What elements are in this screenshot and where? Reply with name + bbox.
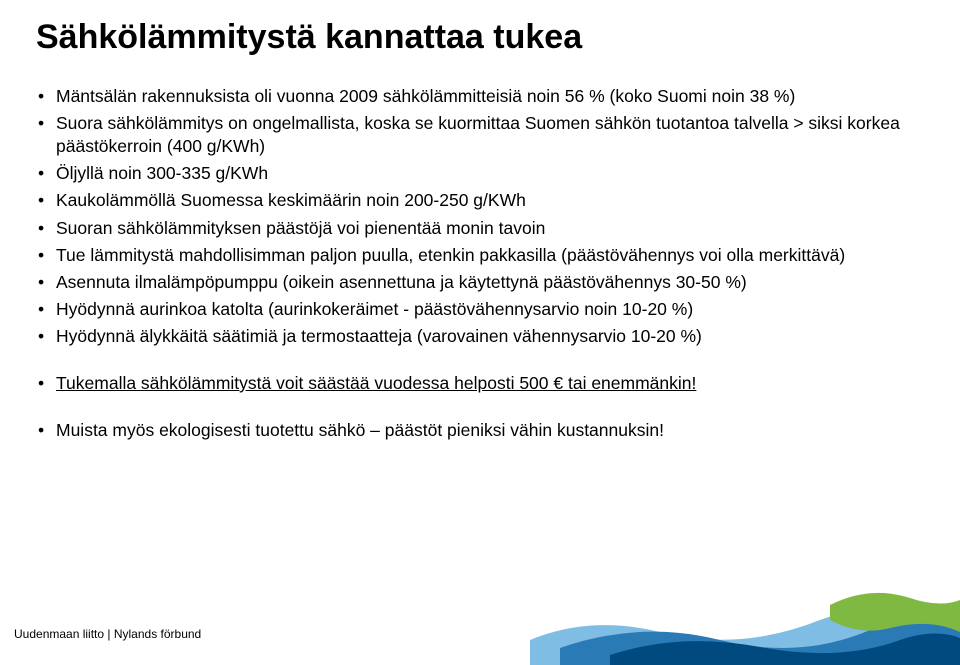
spacer [36,352,924,372]
list-item: Kaukolämmöllä Suomessa keskimäärin noin … [36,189,918,212]
page-title: Sähkölämmitystä kannattaa tukea [36,18,924,57]
wave-light-blue [530,606,960,665]
highlight-text: Tukemalla sähkölämmitystä voit säästää v… [56,373,696,393]
wave-green [830,593,960,632]
slide: Sähkölämmitystä kannattaa tukea Mäntsälä… [0,0,960,665]
decorative-wave-icon [530,560,960,665]
list-item: Hyödynnä aurinkoa katolta (aurinkokeräim… [36,298,918,321]
list-item: Tue lämmitystä mahdollisimman paljon puu… [36,244,918,267]
bullet-list: Mäntsälän rakennuksista oli vuonna 2009 … [36,85,924,348]
list-item: Hyödynnä älykkäitä säätimiä ja termostaa… [36,325,918,348]
list-item: Suoran sähkölämmityksen päästöjä voi pie… [36,217,918,240]
list-item: Suora sähkölämmitys on ongelmallista, ko… [36,112,918,158]
list-item: Mäntsälän rakennuksista oli vuonna 2009 … [36,85,918,108]
wave-dark-blue [610,633,960,665]
list-item: Muista myös ekologisesti tuotettu sähkö … [36,419,918,442]
spacer [36,399,924,419]
list-item: Öljyllä noin 300-335 g/KWh [36,162,918,185]
wave-mid-blue [560,619,960,665]
footer-text: Uudenmaan liitto | Nylands förbund [14,627,201,641]
final-list: Muista myös ekologisesti tuotettu sähkö … [36,419,924,442]
list-item: Asennuta ilmalämpöpumppu (oikein asennet… [36,271,918,294]
highlight-list: Tukemalla sähkölämmitystä voit säästää v… [36,372,924,395]
list-item-highlight: Tukemalla sähkölämmitystä voit säästää v… [36,372,918,395]
